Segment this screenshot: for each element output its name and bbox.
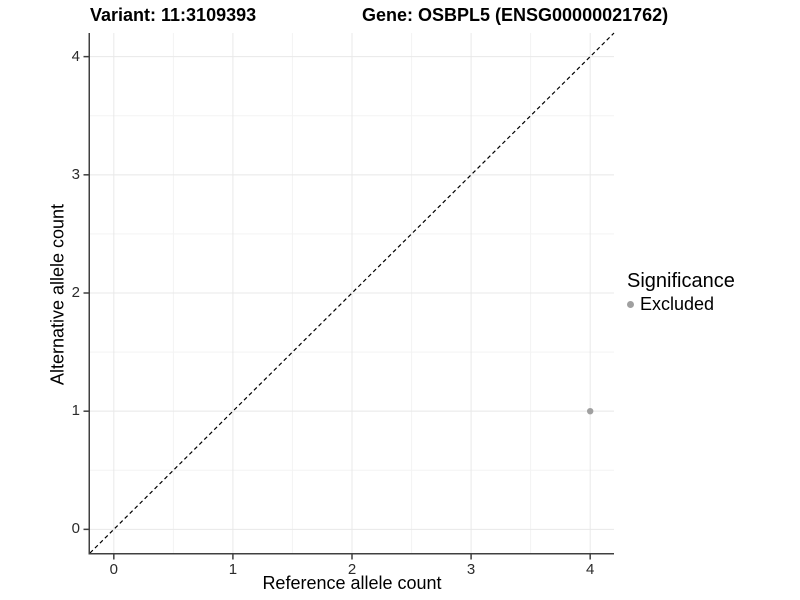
- y-tick-label: 2: [71, 284, 80, 301]
- legend-item-excluded: Excluded: [627, 294, 735, 315]
- legend-title: Significance: [627, 270, 735, 292]
- x-tick-label: 3: [466, 561, 476, 578]
- x-tick-label: 0: [109, 561, 118, 578]
- legend: Significance Excluded: [627, 270, 735, 315]
- data-point: [586, 407, 594, 415]
- y-tick-label: 0: [71, 520, 80, 538]
- plot-title-variant: Variant: 11:3109393: [90, 5, 257, 25]
- y-tick-label: 4: [71, 47, 80, 65]
- legend-key-dot-icon: [627, 301, 634, 308]
- x-tick-label: 1: [228, 561, 238, 578]
- legend-item-label: Excluded: [640, 294, 715, 314]
- y-tick-label: 3: [71, 165, 80, 183]
- plot-title-gene: Gene: OSBPL5 (ENSG00000021762): [362, 5, 669, 25]
- x-tick-label: 4: [586, 561, 595, 578]
- x-axis-title: Reference allele count: [262, 573, 442, 593]
- x-tick-label: 2: [347, 561, 357, 578]
- y-tick-label: 1: [71, 402, 80, 420]
